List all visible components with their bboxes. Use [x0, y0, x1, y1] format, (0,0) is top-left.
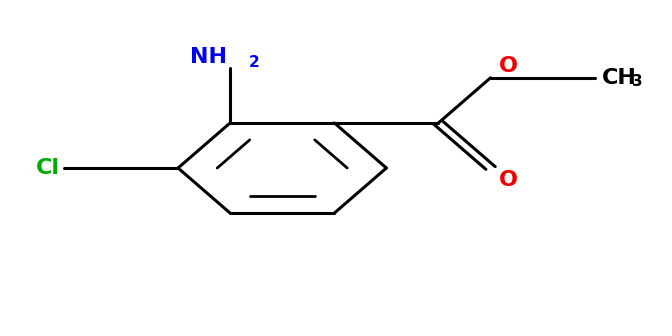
Text: 3: 3	[632, 74, 642, 89]
Text: O: O	[499, 56, 517, 76]
Text: NH: NH	[190, 46, 227, 67]
Text: 2: 2	[249, 55, 259, 70]
Text: O: O	[499, 170, 517, 190]
Text: Cl: Cl	[36, 158, 60, 178]
Text: CH: CH	[601, 68, 636, 88]
